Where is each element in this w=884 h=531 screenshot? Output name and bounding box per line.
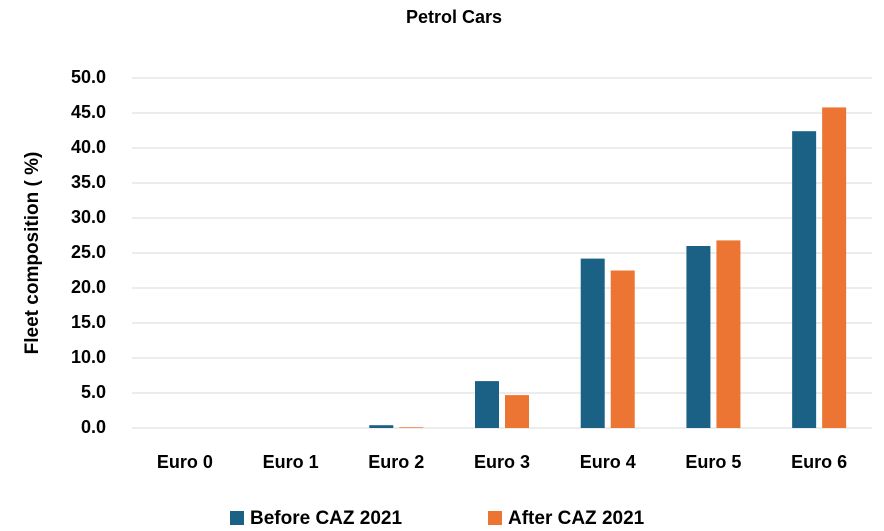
y-tick-label: 5.0 bbox=[81, 382, 106, 402]
bar bbox=[610, 270, 635, 428]
legend-swatch bbox=[488, 511, 502, 525]
y-tick-label: 40.0 bbox=[71, 137, 106, 157]
y-tick-label: 10.0 bbox=[71, 347, 106, 367]
y-tick-label: 50.0 bbox=[71, 67, 106, 87]
y-tick-label: 20.0 bbox=[71, 277, 106, 297]
bar bbox=[686, 246, 711, 428]
y-axis-label: Fleet composition ( %) bbox=[22, 152, 43, 355]
y-tick-label: 25.0 bbox=[71, 242, 106, 262]
y-tick-label: 45.0 bbox=[71, 102, 106, 122]
bar bbox=[580, 258, 605, 428]
legend-label: After CAZ 2021 bbox=[508, 508, 645, 529]
legend-swatch bbox=[230, 511, 244, 525]
bar bbox=[505, 395, 529, 428]
bar bbox=[792, 131, 817, 428]
bar bbox=[369, 425, 394, 428]
bar bbox=[399, 427, 424, 428]
y-tick-label: 35.0 bbox=[71, 172, 106, 192]
x-tick-label: Euro 3 bbox=[474, 452, 530, 472]
bar bbox=[475, 381, 499, 428]
x-tick-label: Euro 6 bbox=[791, 452, 847, 472]
x-tick-label: Euro 4 bbox=[580, 452, 636, 472]
y-tick-label: 15.0 bbox=[71, 312, 106, 332]
x-tick-label: Euro 0 bbox=[157, 452, 213, 472]
legend-label: Before CAZ 2021 bbox=[250, 508, 402, 529]
x-tick-label: Euro 2 bbox=[368, 452, 424, 472]
chart-title: Petrol Cars bbox=[406, 7, 502, 27]
x-tick-label: Euro 1 bbox=[263, 452, 319, 472]
y-tick-label: 30.0 bbox=[71, 207, 106, 227]
bar bbox=[822, 107, 847, 429]
bar bbox=[716, 240, 741, 428]
x-tick-label: Euro 5 bbox=[685, 452, 741, 472]
y-tick-label: 0.0 bbox=[81, 417, 106, 437]
